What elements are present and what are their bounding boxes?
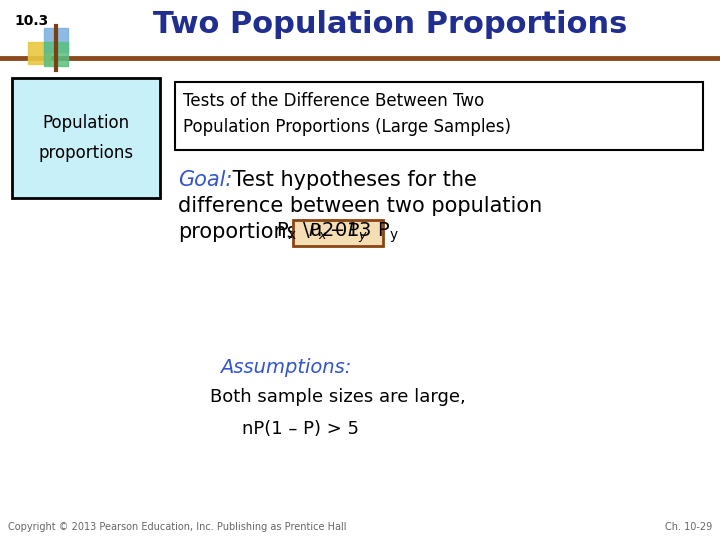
Text: Population Proportions (Large Samples): Population Proportions (Large Samples) [183,118,511,136]
Text: $P_x\, \mathregular{-}\, P_y$: $P_x\, \mathregular{-}\, P_y$ [308,221,368,245]
Bar [175,82,703,150]
Text: nP(1 – P) > 5: nP(1 – P) > 5 [241,420,359,438]
Text: Copyright © 2013 Pearson Education, Inc. Publishing as Prentice Hall: Copyright © 2013 Pearson Education, Inc.… [8,522,346,532]
Bar [28,42,50,64]
Bar [293,220,383,246]
Text: Both sample sizes are large,: Both sample sizes are large, [210,388,466,406]
Text: $\mathregular{P_x}$ \u2013 $\mathregular{P_y}$: $\mathregular{P_x}$ \u2013 $\mathregular… [276,221,400,245]
Text: Test hypotheses for the: Test hypotheses for the [226,170,477,190]
Text: Population
proportions: Population proportions [38,114,134,161]
Bar [12,78,160,198]
Bar [44,28,68,52]
Text: difference between two population: difference between two population [178,196,542,216]
Text: Goal:: Goal: [178,170,233,190]
Text: 10.3: 10.3 [14,14,48,28]
Text: proportions,: proportions, [178,222,304,242]
Text: Two Population Proportions: Two Population Proportions [153,10,627,39]
Bar [44,42,68,66]
Text: Assumptions:: Assumptions: [220,358,351,377]
Text: Tests of the Difference Between Two: Tests of the Difference Between Two [183,92,485,110]
Text: Ch. 10-29: Ch. 10-29 [665,522,712,532]
